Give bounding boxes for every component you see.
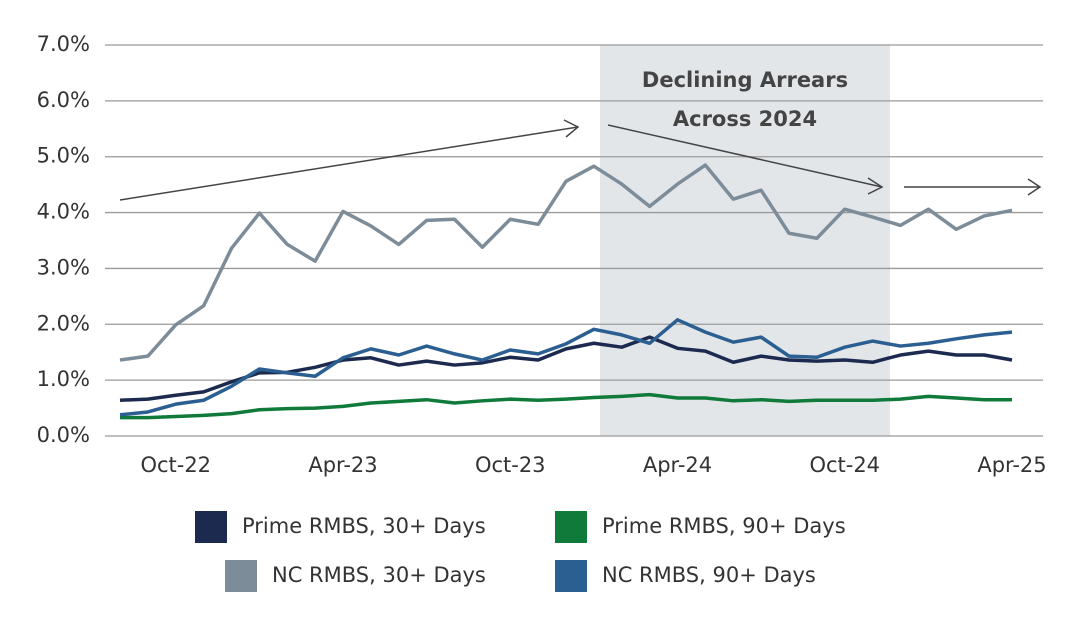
trend-arrows — [119, 119, 1042, 201]
legend-swatch — [555, 511, 587, 543]
x-tick-label: Apr-25 — [977, 453, 1046, 477]
annotation: Across 2024 — [673, 107, 817, 131]
legend-label: Prime RMBS, 90+ Days — [602, 514, 846, 538]
legend-swatch — [195, 511, 227, 543]
legend-swatch — [555, 560, 587, 592]
legend-label: NC RMBS, 90+ Days — [602, 563, 816, 587]
y-tick-label: 1.0% — [37, 367, 90, 391]
x-tick-label: Oct-24 — [809, 453, 880, 477]
y-tick-label: 2.0% — [37, 311, 90, 335]
y-tick-label: 6.0% — [37, 88, 90, 112]
series-line — [120, 392, 1012, 420]
series-line — [119, 163, 1013, 362]
y-tick-label: 3.0% — [37, 255, 90, 279]
y-tick-label: 5.0% — [37, 144, 90, 168]
legend-label: NC RMBS, 30+ Days — [272, 563, 486, 587]
series-line — [119, 318, 1013, 417]
x-tick-label: Oct-22 — [140, 453, 211, 477]
x-tick-label: Apr-24 — [643, 453, 712, 477]
x-tick-label: Oct-23 — [475, 453, 546, 477]
legend-label: Prime RMBS, 30+ Days — [242, 514, 486, 538]
y-tick-label: 4.0% — [37, 200, 90, 224]
y-tick-label: 0.0% — [37, 423, 90, 447]
legend-swatch — [225, 560, 257, 592]
x-tick-label: Apr-23 — [308, 453, 377, 477]
highlight-region — [600, 45, 890, 436]
series-line — [119, 335, 1013, 403]
y-tick-label: 7.0% — [37, 32, 90, 56]
annotation: Declining Arrears — [642, 68, 848, 92]
